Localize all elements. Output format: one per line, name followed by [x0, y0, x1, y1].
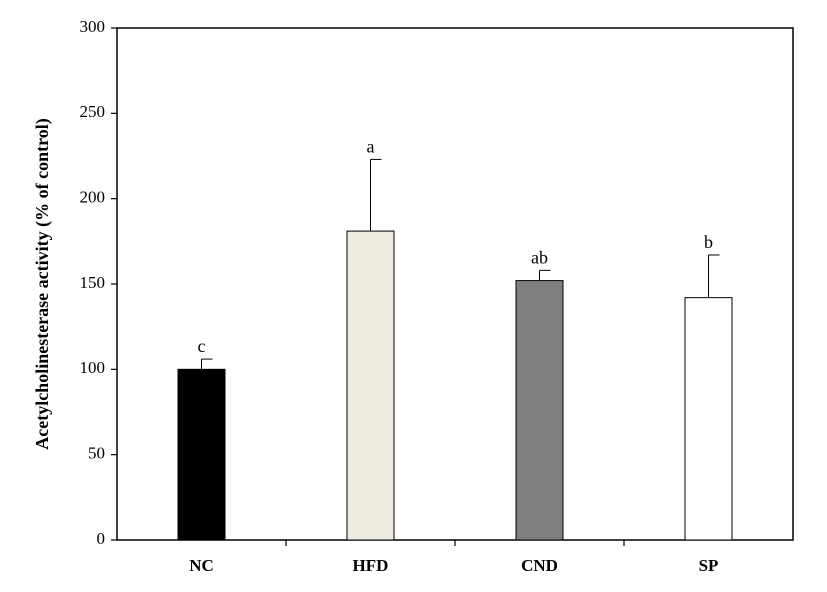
- significance-label-nc: c: [198, 336, 206, 356]
- error-bars-group: [201, 158, 720, 370]
- y-axis: 0 50 100 150 200 250 300: [80, 17, 117, 548]
- y-tick-label: 0: [97, 529, 106, 548]
- bar-hfd: [346, 230, 395, 541]
- significance-labels-group: c a ab b: [198, 136, 714, 356]
- y-tick-label: 50: [88, 444, 105, 463]
- significance-label-sp: b: [704, 232, 713, 252]
- x-tick-label-cnd: CND: [521, 556, 558, 575]
- y-tick-label: 300: [80, 17, 106, 36]
- y-tick-label: 100: [80, 358, 106, 377]
- x-axis: [285, 540, 625, 546]
- x-tick-label-sp: SP: [699, 556, 719, 575]
- y-tick-label: 150: [80, 273, 106, 292]
- bar-cnd: [515, 280, 564, 541]
- category-labels-group: NC HFD CND SP: [189, 556, 718, 575]
- y-axis-title: Acetylcholinesterase activity (% of cont…: [32, 118, 53, 450]
- significance-label-cnd: ab: [531, 247, 548, 267]
- bar-sp: [684, 297, 733, 541]
- y-tick-label: 250: [80, 102, 106, 121]
- x-tick-label-nc: NC: [189, 556, 214, 575]
- x-tick-label-hfd: HFD: [353, 556, 389, 575]
- significance-label-hfd: a: [367, 136, 375, 156]
- y-tick-label: 200: [80, 188, 106, 207]
- bar-nc: [177, 368, 226, 541]
- bars-group: [177, 230, 733, 541]
